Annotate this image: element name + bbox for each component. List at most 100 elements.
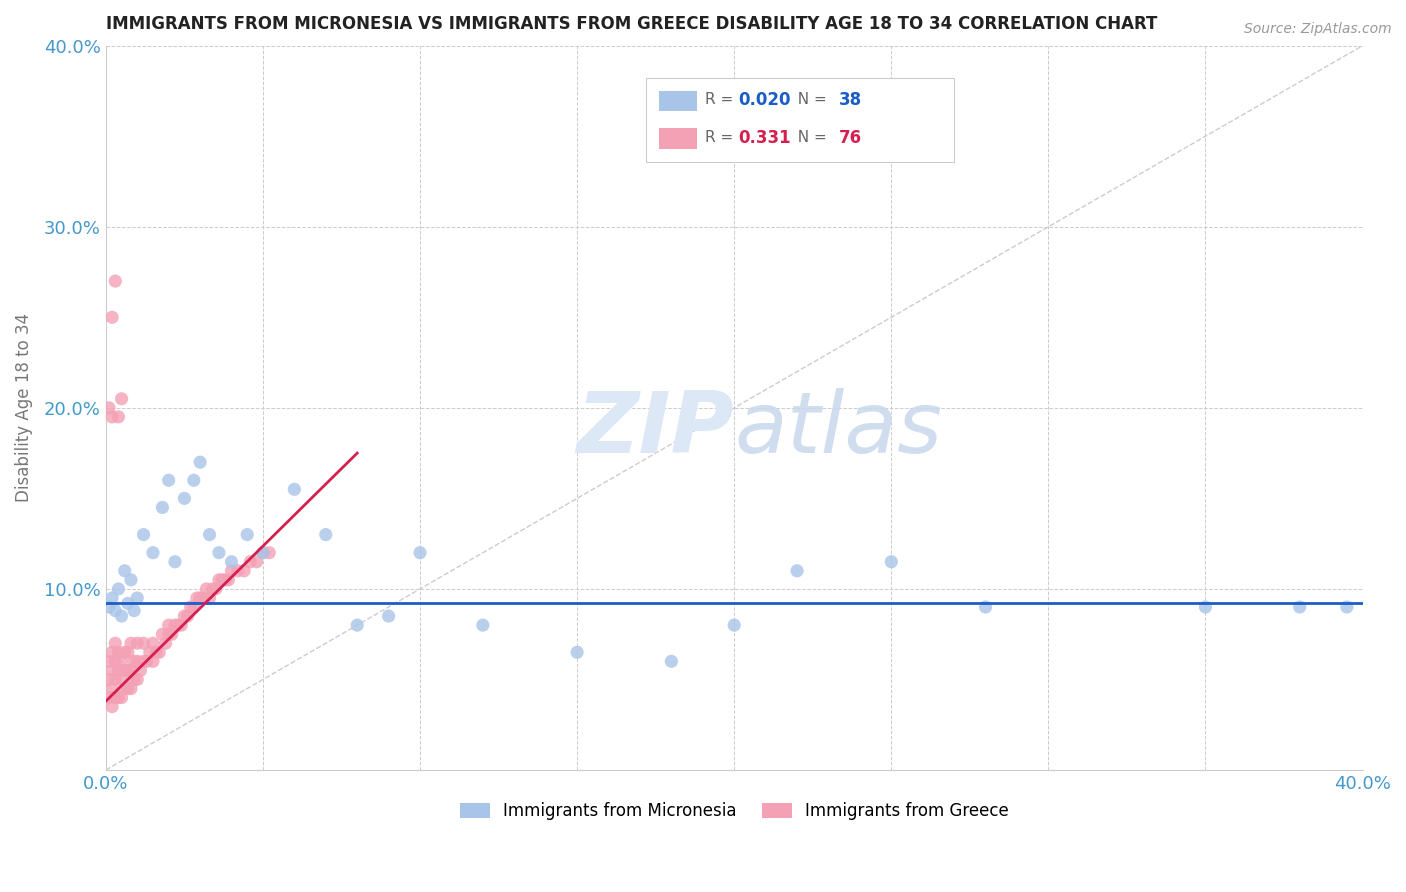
Point [252,546,274,560]
Text: R =: R = [706,130,738,145]
Point [104,604,127,618]
Point [101,681,124,696]
Text: Source: ZipAtlas.com: Source: ZipAtlas.com [1244,22,1392,37]
Text: IMMIGRANTS FROM MICRONESIA VS IMMIGRANTS FROM GREECE DISABILITY AGE 18 TO 34 COR: IMMIGRANTS FROM MICRONESIA VS IMMIGRANTS… [105,15,1157,33]
Point [107,409,129,424]
Point [180,600,202,615]
Point [107,582,129,596]
Point [107,690,129,705]
Text: atlas: atlas [734,388,942,471]
Point [117,596,139,610]
Point [152,627,174,641]
Point [104,274,127,288]
Point [346,618,368,632]
Point [221,555,243,569]
Point [198,527,221,541]
Point [377,609,399,624]
Point [101,645,124,659]
Point [104,690,127,705]
Point [104,636,127,650]
Point [239,555,262,569]
Point [173,609,195,624]
Point [226,564,249,578]
Point [786,564,808,578]
Point [117,681,139,696]
Point [101,310,124,325]
Point [661,654,683,668]
Point [204,582,226,596]
Point [233,564,256,578]
Point [135,654,157,668]
Point [142,654,165,668]
Point [880,555,903,569]
Point [170,618,193,632]
Legend: Immigrants from Micronesia, Immigrants from Greece: Immigrants from Micronesia, Immigrants f… [453,796,1015,827]
Point [101,591,124,605]
Point [1336,600,1358,615]
Point [208,573,231,587]
Point [117,664,139,678]
Point [120,573,142,587]
Point [120,664,142,678]
Point [163,555,186,569]
Point [114,645,136,659]
Point [110,392,132,406]
Point [101,409,124,424]
FancyBboxPatch shape [647,78,955,161]
Point [283,483,305,497]
Point [139,645,162,659]
Point [117,645,139,659]
Point [145,645,167,659]
Point [214,573,236,587]
Point [201,582,224,596]
Point [120,681,142,696]
Bar [659,128,696,149]
Point [152,500,174,515]
Text: N =: N = [789,130,832,145]
Point [160,627,183,641]
Point [132,527,155,541]
Point [246,555,269,569]
Point [98,401,121,415]
Point [98,600,121,615]
Point [157,618,180,632]
Point [195,582,218,596]
Point [409,546,432,560]
Point [167,618,190,632]
Point [257,546,280,560]
Point [127,591,149,605]
Point [1194,600,1216,615]
Point [114,681,136,696]
Text: 76: 76 [838,128,862,146]
Point [186,591,208,605]
Point [157,473,180,487]
Point [122,604,145,618]
Point [315,527,337,541]
Point [471,618,494,632]
Point [198,591,221,605]
Point [122,654,145,668]
Point [142,636,165,650]
Point [120,636,142,650]
Point [122,673,145,687]
Point [157,627,180,641]
Point [211,573,233,587]
Point [132,654,155,668]
Point [107,664,129,678]
Point [208,546,231,560]
Point [188,591,211,605]
Point [110,654,132,668]
Point [236,527,259,541]
Point [127,654,149,668]
Point [127,636,149,650]
Point [110,609,132,624]
Point [104,673,127,687]
Text: N =: N = [789,93,832,108]
Point [173,491,195,506]
Point [163,618,186,632]
Point [217,573,239,587]
Point [142,546,165,560]
Point [183,600,205,615]
Point [132,636,155,650]
Y-axis label: Disability Age 18 to 34: Disability Age 18 to 34 [15,313,32,502]
